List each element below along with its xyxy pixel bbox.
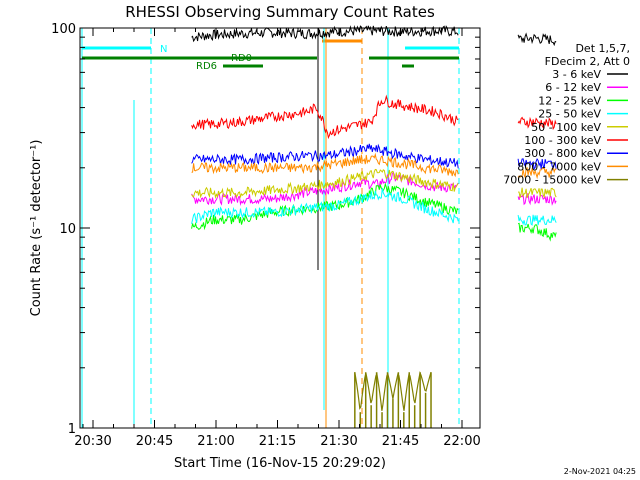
footer-date: 2-Nov-2021 04:25 (564, 467, 636, 476)
y-tick-label: 1 (68, 422, 76, 437)
plot-frame (79, 27, 481, 429)
series-olive-spikes (354, 372, 432, 428)
series-line (518, 187, 557, 199)
series-7 (191, 152, 557, 180)
series-6 (191, 143, 557, 170)
series-line (517, 214, 557, 226)
x-tick-label: 20:45 (136, 434, 173, 449)
series-line (191, 182, 459, 231)
series-line (191, 187, 459, 225)
legend-label: 50 - 100 keV (531, 121, 601, 134)
x-axis-label: Start Time (16-Nov-15 20:29:02) (174, 456, 386, 471)
legend-label: 6 - 12 keV (545, 81, 601, 94)
series-line (517, 116, 557, 131)
legend-label: 3 - 6 keV (552, 68, 601, 81)
series-4 (191, 168, 557, 200)
series-line (191, 168, 459, 200)
annotation-n: N (160, 44, 167, 55)
y-tick-label: 100 (51, 22, 76, 37)
legend-label: 100 - 300 keV (524, 134, 601, 147)
annotation-rd0: RD0 (231, 53, 252, 64)
series-2 (191, 182, 557, 242)
y-tick-label: 10 (59, 222, 76, 237)
axes: 20:30 20:45 21:00 21:15 21:30 21:45 22:00 1 10 10… (51, 22, 481, 449)
series-line (191, 94, 459, 140)
series-line (191, 25, 459, 43)
annotations: N RD0 RD6 (160, 44, 252, 72)
series-line (517, 157, 557, 170)
legend-label: 25 - 50 keV (538, 108, 601, 121)
series-line (191, 143, 459, 169)
legend-header: Det 1,5,7, (575, 42, 630, 55)
legend-header: FDecim 2, Att 0 (545, 55, 630, 68)
legend-label: 7000 - 15000 keV (503, 174, 601, 187)
series-0 (191, 25, 557, 47)
y-axis-label: Count Rate (s⁻¹ detector⁻¹) (29, 140, 44, 317)
x-tick-label: 22:00 (443, 434, 480, 449)
x-tick-label: 21:00 (197, 434, 234, 449)
series-line (191, 152, 459, 178)
event-markers (81, 28, 460, 428)
legend-label: 12 - 25 keV (538, 94, 601, 107)
x-tick-label: 21:30 (320, 434, 357, 449)
series-line (517, 166, 557, 180)
legend-label: 800 - 7000 keV (517, 160, 601, 173)
x-tick-label: 20:30 (74, 434, 111, 449)
x-tick-label: 21:15 (259, 434, 296, 449)
series-line (517, 193, 557, 206)
chart-title: RHESSI Observing Summary Count Rates (125, 3, 435, 21)
annotation-rd6: RD6 (196, 61, 217, 72)
series-line (517, 32, 557, 47)
x-tick-label: 21:45 (382, 434, 419, 449)
series-line (517, 222, 557, 242)
series-3 (191, 187, 557, 226)
series-layer (191, 25, 557, 428)
series-5 (191, 94, 557, 140)
legend-label: 300 - 800 keV (524, 147, 601, 160)
